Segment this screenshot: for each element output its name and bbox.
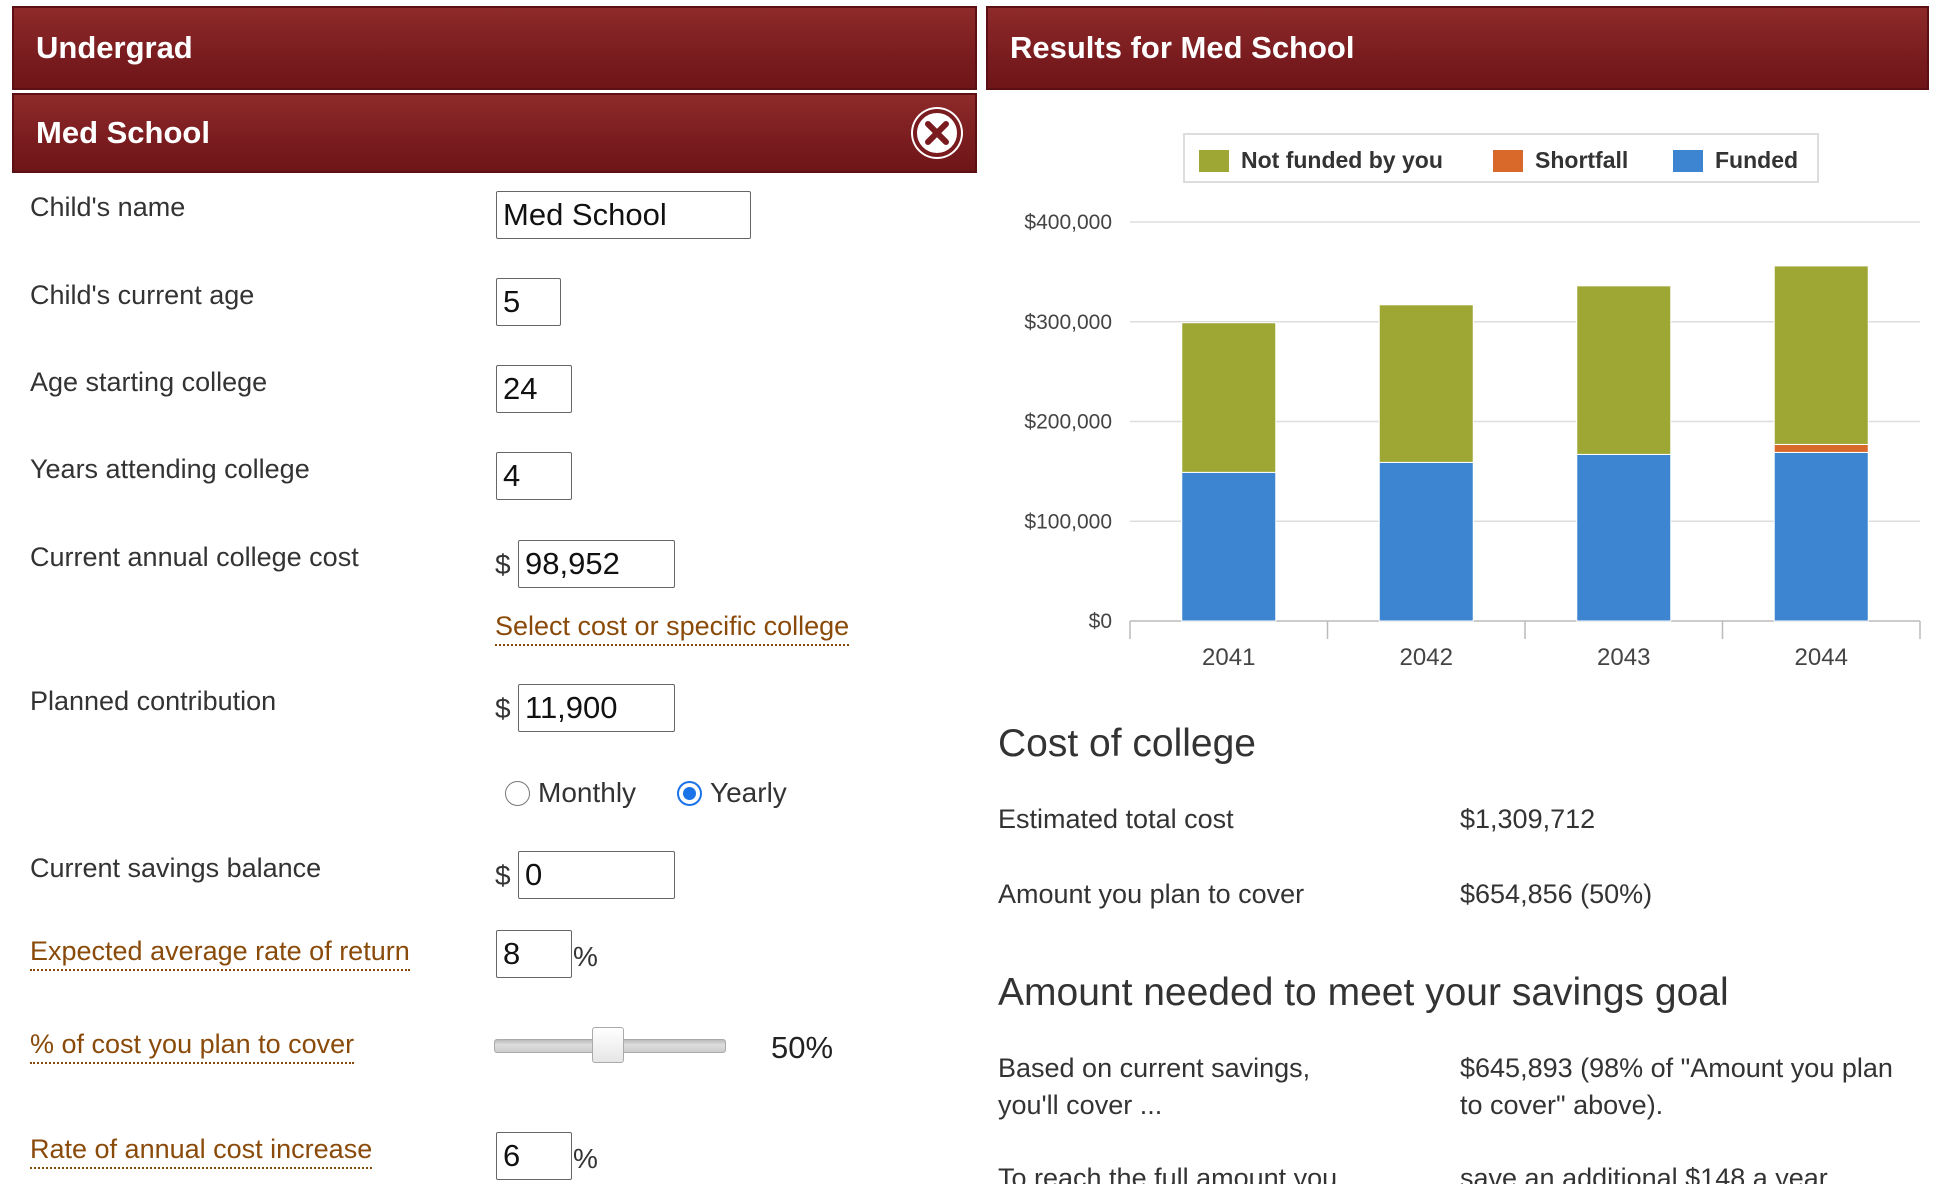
current-age-label: Child's current age — [30, 280, 255, 310]
years-attending-input[interactable] — [496, 452, 572, 500]
contribution-label: Planned contribution — [30, 686, 277, 716]
yearly-radio-button[interactable] — [677, 780, 702, 806]
legend-label-funded: Funded — [1715, 147, 1799, 173]
increase-input[interactable] — [496, 1132, 572, 1180]
bar-not-funded-by-you — [1181, 322, 1277, 473]
legend-label-shortfall: Shortfall — [1535, 147, 1629, 173]
close-button[interactable] — [911, 107, 963, 159]
savings-currency: $ — [495, 860, 511, 891]
results-header-title: Results for Med School — [1010, 30, 1355, 65]
y-tick-label: $0 — [1089, 610, 1112, 633]
y-tick-label: $400,000 — [1024, 211, 1112, 234]
total-cost-value: $1,309,712 — [1460, 804, 1596, 834]
undergrad-header[interactable]: Undergrad — [12, 6, 977, 90]
bar-funded — [1576, 453, 1672, 622]
x-tick-label: 2043 — [1597, 644, 1650, 671]
rate-return-percent: % — [573, 941, 598, 972]
x-tick-label: 2041 — [1202, 644, 1255, 671]
y-tick-label: $100,000 — [1024, 510, 1112, 533]
bar-funded — [1773, 451, 1869, 622]
results-bar-chart: $0 $100,000 $200,000 $300,000 $400,000 2041 20… — [1024, 211, 1921, 671]
bar-funded — [1181, 471, 1277, 622]
goal-section-title: Amount needed to meet your savings goal — [998, 971, 1729, 1014]
y-tick-label: $300,000 — [1024, 311, 1112, 334]
child-name-label: Child's name — [30, 192, 186, 222]
contribution-currency: $ — [495, 693, 511, 724]
plan-cover-value: $654,856 (50%) — [1460, 879, 1653, 909]
child-name-input[interactable] — [496, 191, 751, 239]
bar-funded — [1378, 461, 1474, 622]
x-tick-label: 2044 — [1795, 644, 1848, 671]
med-school-header-label: Med School — [36, 115, 210, 150]
rate-return-input[interactable] — [496, 930, 572, 978]
savings-input[interactable] — [518, 851, 675, 899]
age-starting-label: Age starting college — [30, 367, 268, 397]
increase-label[interactable]: Rate of annual cost increase — [30, 1134, 373, 1169]
cover-slider-value: 50% — [771, 1030, 834, 1065]
chart-legend: Not funded by you Shortfall Funded — [1183, 133, 1819, 183]
total-cost-label: Estimated total cost — [998, 804, 1234, 834]
based-label-line1: Based on current savings, — [998, 1053, 1311, 1083]
monthly-radio-label: Monthly — [538, 777, 637, 808]
years-attending-label: Years attending college — [30, 454, 310, 484]
annual-cost-input[interactable] — [518, 540, 675, 588]
based-value-line2: to cover" above). — [1460, 1090, 1664, 1120]
reach-value: save an additional $148 a year. — [1460, 1163, 1834, 1184]
rate-return-label[interactable]: Expected average rate of return — [30, 936, 410, 971]
cover-label[interactable]: % of cost you plan to cover — [30, 1029, 355, 1064]
bar-not-funded-by-you — [1773, 265, 1869, 445]
rate-return-label-wrap[interactable]: Expected average rate of return — [30, 936, 410, 971]
undergrad-header-label: Undergrad — [36, 30, 193, 65]
increase-percent: % — [573, 1143, 598, 1174]
y-tick-label: $200,000 — [1024, 411, 1112, 434]
monthly-radio-button[interactable] — [505, 780, 530, 806]
yearly-radio[interactable]: Yearly — [677, 777, 787, 809]
yearly-radio-label: Yearly — [710, 777, 787, 808]
med-school-header[interactable]: Med School — [12, 93, 977, 173]
based-label-line2: you'll cover ... — [998, 1090, 1163, 1120]
legend-swatch-funded — [1673, 149, 1703, 172]
increase-label-wrap[interactable]: Rate of annual cost increase — [30, 1134, 373, 1169]
annual-cost-currency: $ — [495, 549, 511, 580]
x-tick-label: 2042 — [1400, 644, 1453, 671]
bar-not-funded-by-you — [1378, 304, 1474, 463]
plan-cover-label: Amount you plan to cover — [998, 879, 1305, 909]
bar-shortfall — [1773, 443, 1869, 453]
legend-label-not-funded: Not funded by you — [1241, 147, 1443, 173]
legend-item-funded: Funded — [1673, 147, 1798, 174]
results-header: Results for Med School — [986, 6, 1929, 90]
reach-label: To reach the full amount you — [998, 1163, 1338, 1184]
age-starting-input[interactable] — [496, 365, 572, 413]
based-label: Based on current savings, you'll cover .… — [998, 1050, 1310, 1124]
annual-cost-label: Current annual college cost — [30, 542, 359, 572]
close-icon — [913, 109, 961, 157]
monthly-radio[interactable]: Monthly — [505, 777, 636, 809]
bar-not-funded-by-you — [1576, 285, 1672, 455]
select-cost-link-text[interactable]: Select cost or specific college — [495, 611, 850, 646]
cover-label-wrap[interactable]: % of cost you plan to cover — [30, 1029, 355, 1064]
savings-label: Current savings balance — [30, 853, 322, 883]
current-age-input[interactable] — [496, 278, 561, 326]
based-value: $645,893 (98% of "Amount you plan to cov… — [1460, 1050, 1893, 1124]
legend-item-not-funded: Not funded by you — [1199, 147, 1443, 174]
based-value-line1: $645,893 (98% of "Amount you plan — [1460, 1053, 1893, 1083]
legend-swatch-not-funded — [1199, 149, 1229, 172]
select-cost-link[interactable]: Select cost or specific college — [495, 611, 850, 646]
contribution-input[interactable] — [518, 684, 675, 732]
legend-swatch-shortfall — [1493, 149, 1523, 172]
cost-section-title: Cost of college — [998, 722, 1256, 765]
cover-slider-handle[interactable] — [592, 1027, 624, 1063]
legend-item-shortfall: Shortfall — [1493, 147, 1628, 174]
